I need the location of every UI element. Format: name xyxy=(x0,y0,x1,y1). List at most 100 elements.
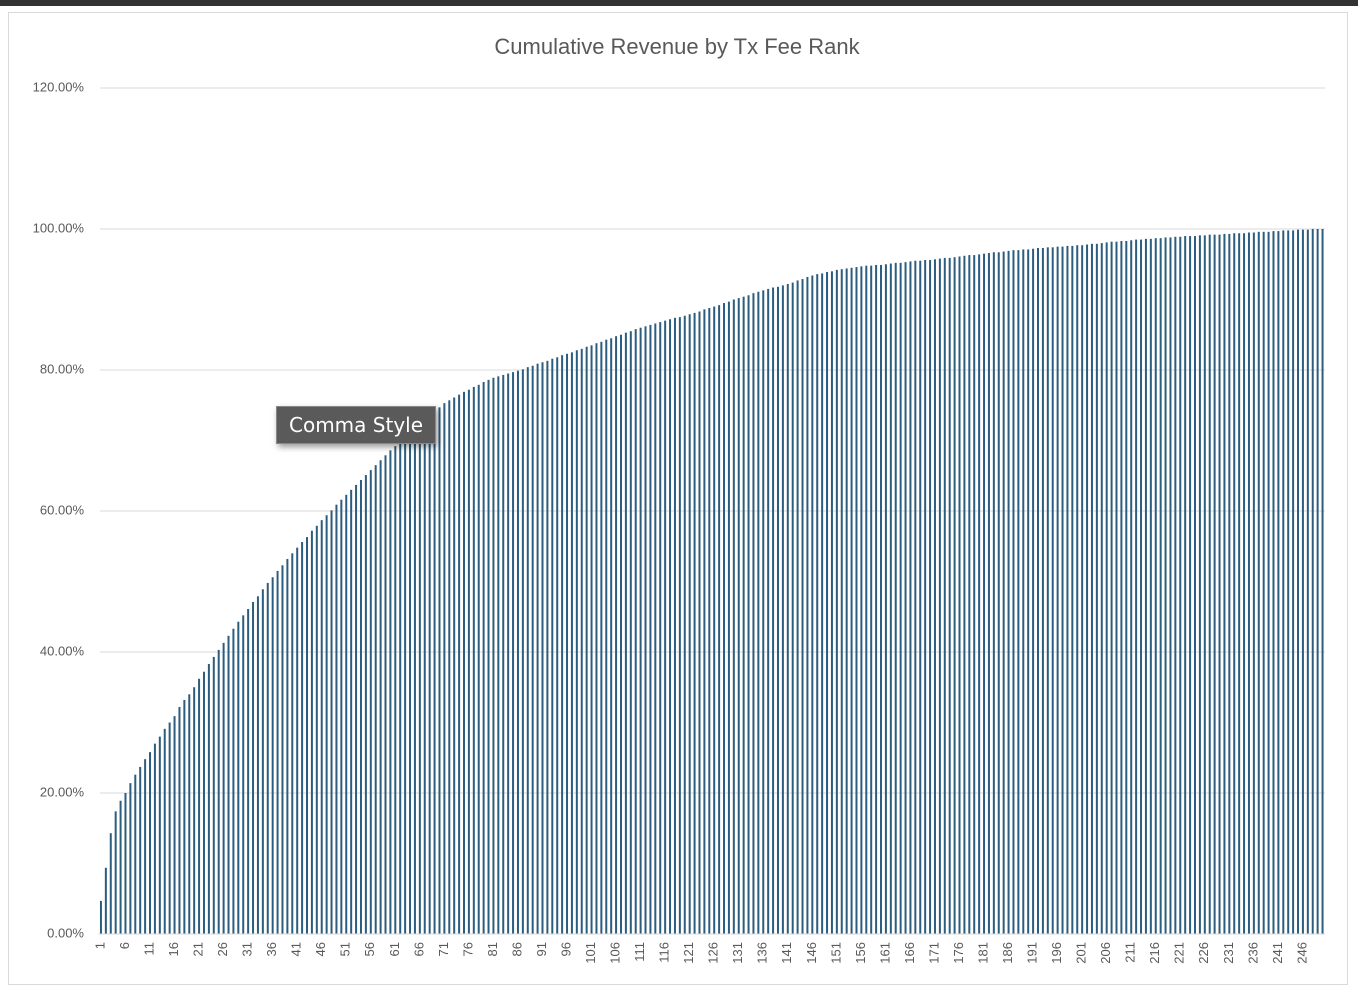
bar xyxy=(938,258,941,934)
bar xyxy=(585,346,588,934)
y-tick-label: 40.00% xyxy=(40,643,85,658)
bar xyxy=(178,706,181,934)
x-tick-label: 16 xyxy=(166,942,181,956)
bar xyxy=(1287,230,1290,934)
x-tick-label: 61 xyxy=(387,942,402,956)
bar xyxy=(546,360,549,935)
x-tick-label: 181 xyxy=(975,942,990,964)
x-tick-label: 241 xyxy=(1270,942,1285,964)
bar xyxy=(198,678,201,934)
bar xyxy=(1046,247,1049,934)
bar xyxy=(384,455,387,934)
x-tick-label: 1 xyxy=(92,942,107,949)
x-tick-label: 76 xyxy=(460,942,475,956)
bar xyxy=(1051,247,1054,934)
bar xyxy=(732,299,735,934)
x-tick-label: 101 xyxy=(583,942,598,964)
y-tick-label: 20.00% xyxy=(40,784,85,799)
bar xyxy=(222,642,225,934)
x-tick-label: 131 xyxy=(730,942,745,964)
chart-area xyxy=(8,12,1348,985)
bar xyxy=(943,257,946,934)
bar xyxy=(1164,237,1167,934)
bar xyxy=(276,570,279,934)
bar xyxy=(958,256,961,934)
bar xyxy=(1071,245,1074,935)
bar xyxy=(163,728,166,934)
bar xyxy=(1223,233,1226,934)
bar xyxy=(99,900,102,934)
bar xyxy=(644,326,647,934)
x-tick-label: 31 xyxy=(240,942,255,956)
bar xyxy=(1301,229,1304,934)
bar xyxy=(168,722,171,934)
x-tick-label: 246 xyxy=(1294,942,1309,964)
bar xyxy=(1036,248,1039,934)
bar xyxy=(718,305,721,934)
bar xyxy=(919,260,922,935)
bar xyxy=(129,783,132,934)
bar xyxy=(428,415,431,934)
bar xyxy=(909,261,912,934)
x-tick-label: 66 xyxy=(411,942,426,956)
bar xyxy=(202,671,205,934)
bar xyxy=(1061,246,1064,934)
bar xyxy=(256,596,259,934)
x-tick-label: 211 xyxy=(1123,942,1138,963)
bar xyxy=(1193,236,1196,935)
bar xyxy=(575,350,578,934)
bar xyxy=(845,268,848,935)
bar xyxy=(1252,232,1255,934)
bar xyxy=(580,348,583,935)
x-tick-label: 111 xyxy=(632,942,647,962)
bar xyxy=(826,272,829,934)
x-tick-label: 11 xyxy=(141,942,156,956)
chart-title: Cumulative Revenue by Tx Fee Rank xyxy=(494,34,860,59)
y-tick-label: 80.00% xyxy=(40,361,85,376)
window-bar xyxy=(0,0,1358,6)
bar xyxy=(1090,243,1093,934)
bar xyxy=(409,432,412,934)
bar xyxy=(624,332,627,934)
bar xyxy=(1184,236,1187,935)
bar xyxy=(806,276,809,934)
bar xyxy=(541,362,544,934)
x-tick-label: 196 xyxy=(1049,942,1064,964)
bar xyxy=(247,608,250,934)
bar xyxy=(561,355,564,934)
y-tick-label: 60.00% xyxy=(40,502,85,517)
bar xyxy=(507,373,510,934)
bar xyxy=(723,303,726,934)
bar xyxy=(786,283,789,934)
bar xyxy=(173,716,176,934)
bar xyxy=(914,260,917,935)
bar xyxy=(443,403,446,934)
bar xyxy=(1243,233,1246,935)
bar xyxy=(1125,240,1128,935)
bar xyxy=(306,537,309,934)
x-tick-label: 216 xyxy=(1147,942,1162,964)
bar xyxy=(997,252,1000,934)
x-tick-label: 26 xyxy=(215,942,230,956)
bar xyxy=(134,774,137,934)
bar xyxy=(232,628,235,934)
bar xyxy=(1032,248,1035,935)
bar xyxy=(1110,241,1113,934)
bar xyxy=(899,262,902,935)
bar xyxy=(448,400,451,934)
bar xyxy=(104,867,107,934)
bar xyxy=(212,656,215,934)
x-tick-label: 81 xyxy=(485,942,500,956)
bar xyxy=(884,264,887,934)
bar xyxy=(418,424,421,934)
bar xyxy=(536,363,539,934)
bar xyxy=(1203,235,1206,935)
bar xyxy=(340,499,343,934)
bar xyxy=(610,338,613,934)
bar xyxy=(359,479,362,934)
x-tick-label: 36 xyxy=(264,942,279,956)
bar xyxy=(404,437,407,934)
x-tick-label: 41 xyxy=(289,942,304,956)
bar xyxy=(453,397,456,934)
x-tick-label: 86 xyxy=(509,942,524,956)
